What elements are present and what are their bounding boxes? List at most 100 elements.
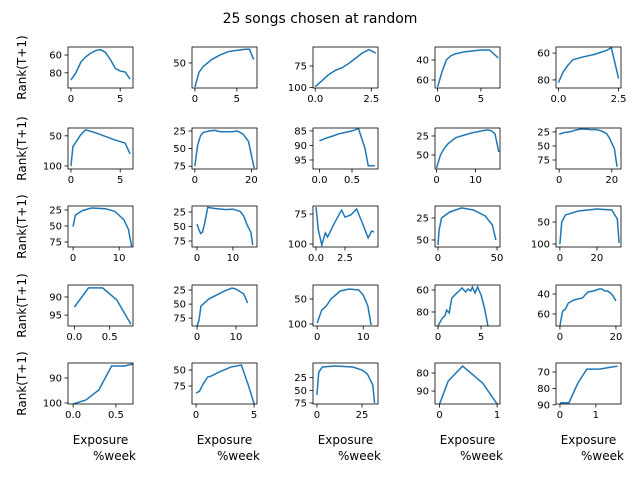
y-tick-label: 25: [173, 127, 186, 138]
x-tick-label: 50: [491, 253, 504, 264]
y-tick-label: 25: [416, 131, 429, 142]
y-tick-label: 95: [49, 311, 62, 322]
y-tick-label: 95: [294, 155, 307, 166]
data-line: [196, 287, 249, 326]
y-tick-label: 100: [531, 240, 550, 251]
axes-frame: [67, 205, 134, 248]
y-tick-label: 100: [43, 399, 62, 410]
x-tick-label: 0: [436, 410, 442, 421]
y-tick-label: 25: [294, 373, 307, 384]
y-tick-label: 75: [173, 162, 186, 173]
x-tick-label: 10: [469, 175, 482, 186]
data-line: [557, 47, 620, 83]
x-tick-label: 0: [194, 253, 200, 264]
x-tick-label: 2.5: [611, 94, 627, 105]
x-tick-label: 5: [478, 332, 484, 343]
axes-frame: [555, 205, 622, 248]
y-tick-label: 80: [49, 68, 62, 79]
y-tick-label: 50: [173, 300, 186, 311]
x-tick-label: 0: [557, 332, 563, 343]
data-line: [559, 288, 617, 326]
x-axis-label: %week: [581, 449, 624, 463]
x-tick-label: 2.5: [337, 253, 353, 264]
x-tick-label: 25: [356, 410, 369, 421]
axes-frame: [555, 127, 622, 170]
data-line: [73, 287, 132, 325]
data-line: [559, 208, 620, 245]
axes-frame: [191, 362, 258, 405]
x-tick-label: 20: [591, 253, 604, 264]
axes-frame: [312, 46, 379, 89]
x-tick-label: 10: [113, 253, 126, 264]
x-tick-label: 0: [556, 175, 562, 186]
x-tick-label: 0.5: [102, 332, 118, 343]
y-tick-label: 50: [173, 144, 186, 155]
y-tick-label: 100: [288, 240, 307, 251]
x-tick-label: 0: [192, 175, 198, 186]
y-tick-label: 50: [294, 295, 307, 306]
y-tick-label: 50: [173, 58, 186, 69]
x-tick-label: 10: [357, 332, 370, 343]
y-tick-label: 100: [288, 320, 307, 331]
x-tick-label: 0.0: [66, 332, 82, 343]
data-line: [319, 128, 375, 167]
figure-title: 25 songs chosen at random: [223, 11, 418, 27]
y-tick-label: 75: [537, 156, 550, 167]
x-tick-label: 0: [557, 253, 563, 264]
x-tick-label: 0: [70, 253, 76, 264]
data-line: [196, 206, 254, 246]
x-tick-label: 0: [433, 175, 439, 186]
y-tick-label: 50: [537, 218, 550, 229]
y-tick-label: 75: [294, 210, 307, 221]
y-tick-label: 50: [537, 141, 550, 152]
data-line: [194, 129, 255, 169]
x-tick-label: 0.0: [312, 175, 328, 186]
y-tick-label: 75: [173, 237, 186, 248]
x-tick-label: 0: [68, 175, 74, 186]
x-tick-label: 2.5: [363, 94, 379, 105]
y-tick-label: 50: [294, 386, 307, 397]
y-tick-label: 60: [416, 76, 429, 87]
x-axis-label: Exposure: [197, 433, 253, 447]
axes-frame: [434, 46, 501, 89]
axes-frame: [434, 284, 501, 327]
x-tick-label: 10: [227, 253, 240, 264]
y-tick-label: 80: [416, 308, 429, 319]
y-tick-label: 25: [416, 213, 429, 224]
x-tick-label: 5: [117, 94, 123, 105]
y-tick-label: 90: [49, 292, 62, 303]
y-tick-label: 25: [49, 205, 62, 216]
x-tick-label: 0: [314, 332, 320, 343]
y-tick-label: 60: [537, 49, 550, 60]
x-tick-label: 20: [610, 332, 623, 343]
axes-frame: [312, 205, 379, 248]
y-axis-label: Rank(T+1): [15, 194, 29, 258]
data-line: [438, 365, 498, 404]
axes-frame: [434, 362, 501, 405]
y-tick-label: 25: [173, 207, 186, 218]
x-tick-label: 0: [68, 94, 74, 105]
x-tick-label: 0: [557, 410, 563, 421]
y-tick-label: 80: [537, 75, 550, 86]
y-tick-label: 75: [294, 398, 307, 409]
data-line: [558, 128, 618, 167]
data-line: [70, 48, 131, 81]
y-tick-label: 80: [416, 369, 429, 380]
y-tick-label: 25: [173, 286, 186, 297]
axes-frame: [312, 127, 379, 170]
y-tick-label: 90: [49, 374, 62, 385]
y-tick-label: 85: [294, 126, 307, 137]
y-tick-label: 50: [416, 235, 429, 246]
axes-frame: [67, 127, 134, 170]
y-tick-label: 40: [537, 290, 550, 301]
y-axis-label: Rank(T+1): [15, 35, 29, 99]
y-axis-label: Rank(T+1): [15, 351, 29, 415]
x-axis-label: Exposure: [561, 433, 617, 447]
axes-frame: [67, 46, 134, 89]
x-tick-label: 1: [593, 410, 599, 421]
data-line: [195, 364, 255, 404]
y-tick-label: 50: [416, 151, 429, 162]
data-line: [194, 48, 255, 88]
x-tick-label: 5: [234, 94, 240, 105]
